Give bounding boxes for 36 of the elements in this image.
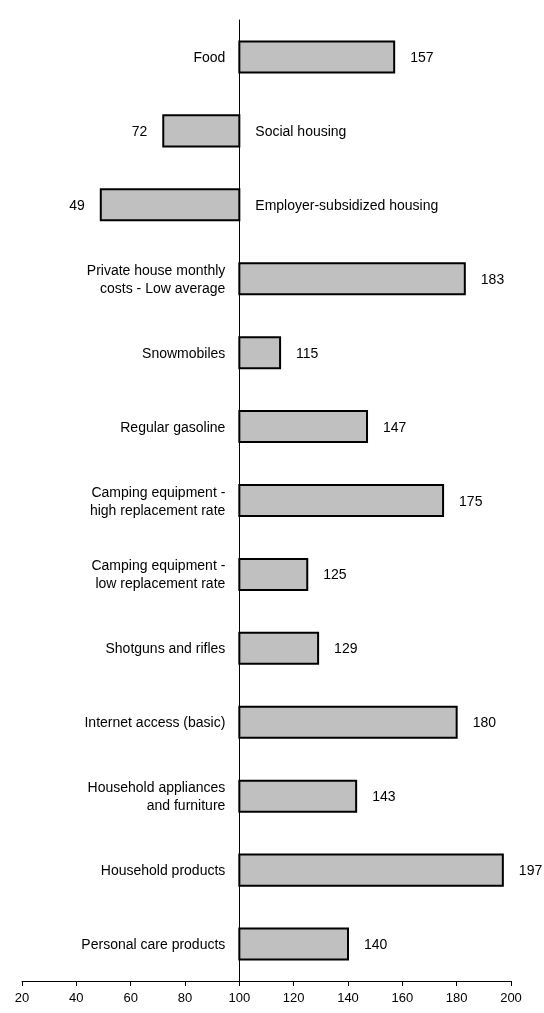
x-tick-label: 40 [69, 990, 84, 1005]
y-tick-label: Household products [100, 862, 226, 879]
y-tick-label: Camping equipment - high replacement rate [89, 483, 226, 518]
x-tick-label: 80 [177, 990, 193, 1005]
data-label: 147 [383, 418, 407, 435]
x-tick-label: 160 [391, 990, 414, 1005]
y-tick-label: Camping equipment - low replacement rate [91, 557, 226, 592]
y-tick-label: Regular gasoline [120, 418, 226, 435]
x-tick-label: 140 [337, 990, 359, 1005]
data-label: 180 [472, 714, 497, 731]
x-tick-label: 200 [500, 990, 522, 1005]
y-tick-label: Shotguns and rifles [105, 640, 226, 657]
y-tick-label: Personal care products [81, 936, 226, 953]
data-label: 115 [296, 344, 319, 361]
y-tick-label: Social housing [255, 122, 347, 139]
x-tick-label: 20 [14, 990, 30, 1005]
data-label: 72 [131, 122, 148, 139]
data-label: 175 [459, 492, 483, 509]
data-label: 129 [334, 640, 358, 657]
data-label: 157 [410, 48, 434, 65]
y-tick-label: Household appliances and furniture [87, 779, 226, 814]
data-label: 143 [372, 788, 396, 805]
x-tick-label: 120 [282, 990, 305, 1005]
y-tick-label: Internet access (basic) [84, 714, 226, 731]
data-label: 140 [364, 936, 388, 953]
y-tick-label: Private house monthly costs - Low average [86, 261, 226, 296]
x-tick-label: 180 [445, 990, 468, 1005]
x-tick-label: 100 [228, 990, 251, 1005]
data-label: 49 [69, 196, 85, 213]
y-tick-label: Employer-subsidized housing [255, 196, 439, 213]
y-tick-label: Food [193, 48, 226, 65]
x-tick-label: 60 [123, 990, 138, 1005]
y-tick-label: Snowmobiles [142, 344, 226, 361]
data-label: 125 [323, 566, 347, 583]
data-label: 197 [518, 862, 543, 879]
data-label: 183 [480, 270, 505, 287]
